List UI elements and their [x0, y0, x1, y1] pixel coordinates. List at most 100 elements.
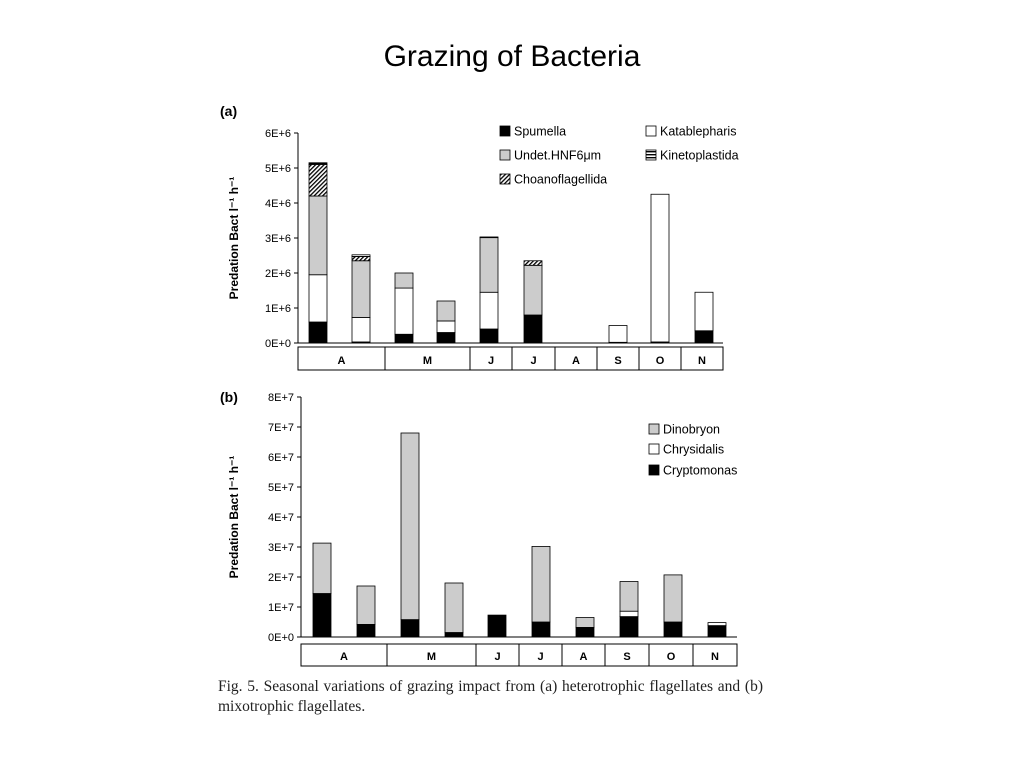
bar-segment: [351, 256, 371, 262]
y-axis-a: 0E+0 1E+6 2E+6 3E+6 4E+6 5E+6 6E+6: [265, 128, 723, 350]
panel-label-a: (a): [220, 103, 237, 119]
bar-segment: [308, 274, 328, 323]
month-label: M: [427, 651, 436, 663]
y-tick-label: 1E+6: [265, 303, 291, 315]
bar-segment: [694, 291, 714, 332]
bar-segment: [523, 260, 543, 266]
legend-label: Chrysidalis: [663, 443, 724, 457]
y-tick-label: 3E+6: [265, 233, 291, 245]
legend-label: Choanoflagellida: [514, 173, 607, 187]
bar-segment: [394, 333, 414, 344]
bar-segment: [308, 164, 328, 197]
bars-a: [308, 162, 714, 344]
month-label: A: [580, 651, 588, 663]
y-tick-label: 3E+7: [268, 542, 294, 554]
bar-segment: [356, 624, 376, 638]
legend-swatch: [648, 423, 660, 435]
y-tick-label: 0E+0: [265, 338, 291, 350]
bar-segment: [531, 621, 551, 638]
bar-segment: [308, 162, 328, 165]
chart-panel-b: (b) Predation Bact l⁻¹ h⁻¹ 0E+0 1E+7 2E+7 3…: [220, 389, 738, 667]
month-label: M: [423, 355, 432, 367]
bar-segment: [436, 300, 456, 322]
bar-segment: [619, 616, 639, 638]
bar-segment: [707, 625, 727, 638]
bar-segment: [575, 617, 595, 628]
legend-swatch: [645, 149, 657, 161]
legend-label: Kinetoplastida: [660, 149, 739, 163]
bar-segment: [479, 237, 499, 293]
y-tick-label: 4E+7: [268, 512, 294, 524]
y-tick-label: 6E+6: [265, 128, 291, 140]
legend-swatch: [645, 125, 657, 137]
legend-label: Spumella: [514, 125, 566, 139]
legend-b: Dinobryon Chrysidalis Cryptomonas: [648, 423, 737, 478]
bar-segment: [694, 330, 714, 344]
month-label: O: [656, 355, 665, 367]
bar-segment: [707, 622, 727, 626]
month-label: O: [667, 651, 676, 663]
bar-segment: [356, 585, 376, 625]
figure-caption: Fig. 5. Seasonal variations of grazing i…: [218, 678, 763, 715]
month-label: S: [614, 355, 621, 367]
legend-swatch: [648, 464, 660, 476]
legend-label: Dinobryon: [663, 423, 720, 437]
bar-segment: [351, 254, 371, 257]
chart-panel-a: (a) Predation Bact l⁻¹ h⁻¹ 0E+0 1E+6 2E+6 3…: [220, 103, 739, 371]
bar-segment: [531, 546, 551, 623]
month-label: A: [572, 355, 580, 367]
bar-segment: [444, 582, 464, 633]
bar-segment: [308, 321, 328, 344]
bar-segment: [523, 314, 543, 344]
y-tick-label: 1E+7: [268, 602, 294, 614]
bar-segment: [619, 610, 639, 618]
bar-segment: [523, 264, 543, 316]
bar-segment: [436, 320, 456, 333]
y-tick-label: 0E+0: [268, 632, 294, 644]
bar-segment: [312, 542, 332, 594]
bar-segment: [479, 291, 499, 330]
y-tick-label: 2E+6: [265, 268, 291, 280]
bar-segment: [400, 432, 420, 621]
bar-segment: [479, 236, 499, 239]
bar-segment: [663, 574, 683, 623]
month-row-frame: [297, 346, 724, 371]
bar-segment: [308, 195, 328, 276]
bar-segment: [444, 632, 464, 638]
month-label: S: [623, 651, 630, 663]
panel-label-b: (b): [220, 389, 238, 405]
y-tick-label: 8E+7: [268, 392, 294, 404]
y-tick-label: 5E+7: [268, 482, 294, 494]
month-label: J: [488, 355, 494, 367]
legend-swatch: [499, 173, 511, 185]
legend-label: Undet.HNF6μm: [514, 149, 601, 163]
bar-segment: [436, 332, 456, 344]
month-label: J: [537, 651, 543, 663]
bar-segment: [312, 593, 332, 638]
bars-b: [312, 432, 727, 638]
month-label: J: [530, 355, 536, 367]
month-label: N: [711, 651, 719, 663]
bar-segment: [394, 287, 414, 335]
y-tick-label: 5E+6: [265, 163, 291, 175]
month-label: N: [698, 355, 706, 367]
month-label: A: [340, 651, 348, 663]
bar-segment: [400, 619, 420, 638]
bar-segment: [351, 317, 371, 343]
legend-label: Katablepharis: [660, 125, 736, 139]
bar-segment: [650, 193, 670, 343]
y-tick-label: 4E+6: [265, 198, 291, 210]
legend-label: Cryptomonas: [663, 464, 737, 478]
bar-segment: [663, 621, 683, 638]
bar-segment: [351, 260, 371, 318]
legend-a: Spumella Katablepharis Undet.HNF6μm Kinetop…: [499, 125, 739, 187]
y-tick-label: 2E+7: [268, 572, 294, 584]
y-tick-label: 6E+7: [268, 452, 294, 464]
bar-segment: [608, 325, 628, 343]
y-axis-label-a: Predation Bact l⁻¹ h⁻¹: [227, 177, 241, 300]
legend-swatch: [499, 125, 511, 137]
y-tick-label: 7E+7: [268, 422, 294, 434]
slide-title: Grazing of Bacteria: [383, 40, 641, 73]
